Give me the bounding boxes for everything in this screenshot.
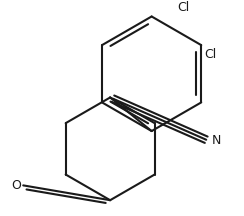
Text: Cl: Cl (204, 48, 216, 60)
Text: Cl: Cl (177, 1, 190, 14)
Text: N: N (212, 134, 221, 148)
Text: O: O (11, 179, 21, 192)
